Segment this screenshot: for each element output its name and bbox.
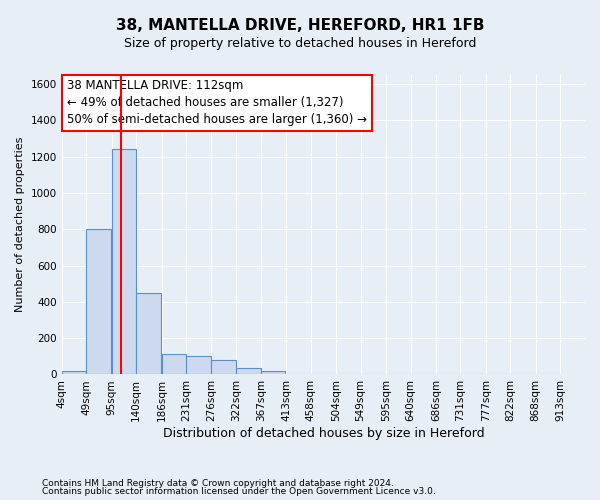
Bar xyxy=(211,360,236,374)
Text: Contains HM Land Registry data © Crown copyright and database right 2024.: Contains HM Land Registry data © Crown c… xyxy=(42,478,394,488)
Text: 38, MANTELLA DRIVE, HEREFORD, HR1 1FB: 38, MANTELLA DRIVE, HEREFORD, HR1 1FB xyxy=(116,18,484,32)
Text: Contains public sector information licensed under the Open Government Licence v3: Contains public sector information licen… xyxy=(42,488,436,496)
Text: 38 MANTELLA DRIVE: 112sqm
← 49% of detached houses are smaller (1,327)
50% of se: 38 MANTELLA DRIVE: 112sqm ← 49% of detac… xyxy=(67,80,367,126)
X-axis label: Distribution of detached houses by size in Hereford: Distribution of detached houses by size … xyxy=(163,427,484,440)
Bar xyxy=(236,368,261,374)
Y-axis label: Number of detached properties: Number of detached properties xyxy=(15,137,25,312)
Bar xyxy=(112,150,136,374)
Bar xyxy=(161,354,186,374)
Bar xyxy=(186,356,211,374)
Bar xyxy=(62,371,86,374)
Bar xyxy=(261,371,286,374)
Bar xyxy=(136,293,161,374)
Text: Size of property relative to detached houses in Hereford: Size of property relative to detached ho… xyxy=(124,38,476,51)
Bar xyxy=(86,230,111,374)
